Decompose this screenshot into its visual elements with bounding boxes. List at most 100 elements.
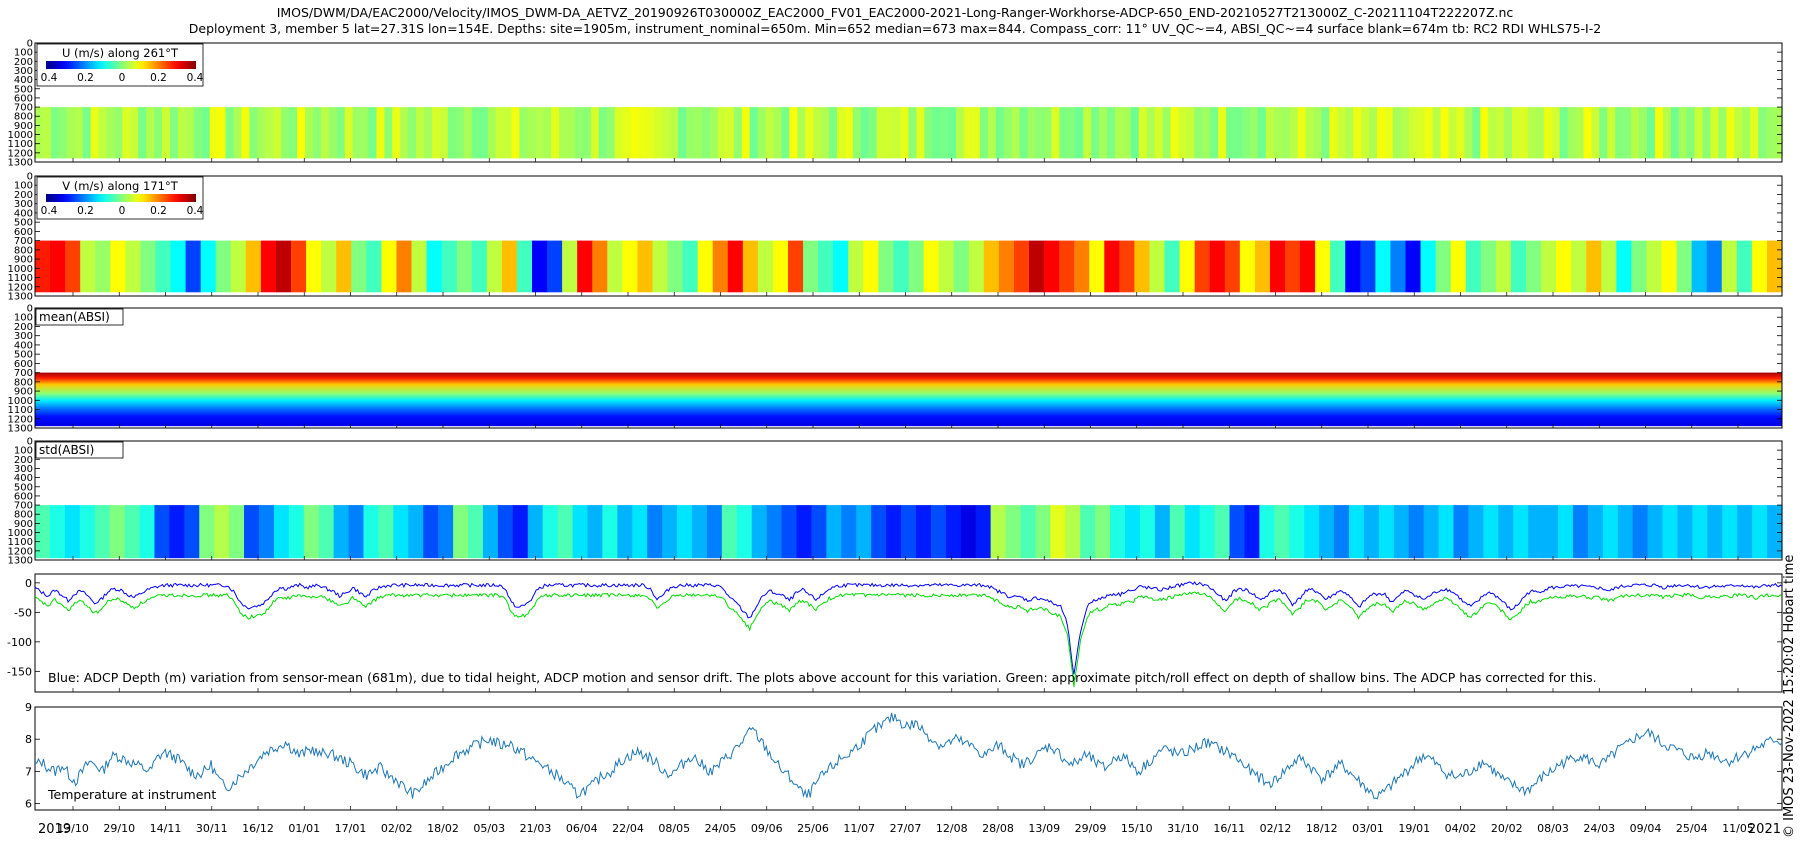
depth_variation-series-line [34,591,1783,688]
u-y-tick-label: 800 [14,112,33,123]
v-y-tick-label: 800 [14,245,33,256]
v-colorbar: V (m/s) along 171°T 0.4 0.2 0 0.2 0.4 [36,176,204,220]
std_absi-y-tick-label: 300 [14,464,33,475]
v-y-tick-label: 600 [14,227,33,238]
x-tick-label: 17/01 [335,822,367,835]
x-tick-label: 05/03 [473,822,505,835]
x-tick-label: 13/09 [1028,822,1060,835]
x-tick-label: 30/11 [196,822,228,835]
x-tick-label: 11/05 [1722,822,1754,835]
depth_variation-y-tick-label: -50 [14,606,32,619]
u-y-tick-label: 1300 [8,158,33,169]
figure-title-line2: Deployment 3, member 5 lat=27.31S lon=15… [188,21,1602,36]
v-colorbar-tick: 0.4 [41,205,58,217]
u-y-tick-label: 600 [14,93,33,104]
u-y-tick-label: 100 [14,48,33,59]
mean_absi-y-tick-label: 600 [14,359,33,370]
std_absi-y-tick-label: 400 [14,473,33,484]
u-colorbar-tick: 0.4 [187,72,204,84]
u-colorbar-tick: 0.4 [41,72,58,84]
mean_absi-axes-box [34,307,1783,429]
std_absi-y-tick-label: 0 [27,437,33,448]
x-tick-label: 25/06 [797,822,829,835]
u-y-tick-label: 700 [14,103,33,114]
mean_absi-y-tick-label: 1000 [8,396,33,407]
v-data-field [35,240,1783,293]
mean_absi-y-tick-label: 1100 [8,405,33,416]
depth_variation-annotation: Blue: ADCP Depth (m) variation from sens… [48,670,1597,685]
x-tick-label: 28/08 [982,822,1014,835]
depth_variation-y-tick-label: -100 [7,636,32,649]
std_absi-y-tick-label: 700 [14,501,33,512]
x-tick-label: 31/10 [1167,822,1199,835]
panel-v: 0100200300400500600700800900100011001200… [8,172,1783,303]
x-tick-label: 08/05 [658,822,690,835]
mean_absi-data-field [35,372,1782,427]
std_absi-y-tick-label: 500 [14,482,33,493]
x-tick-label: 09/06 [751,822,783,835]
std_absi-y-tick-label: 900 [14,519,33,530]
std_absi-y-tick-label: 200 [14,455,33,466]
x-tick-label: 21/03 [520,822,552,835]
v-y-tick-label: 700 [14,236,33,247]
mean_absi-y-tick-label: 1200 [8,414,33,425]
x-tick-label: 18/02 [427,822,459,835]
u-y-tick-label: 1100 [8,139,33,150]
x-tick-label: 24/03 [1583,822,1615,835]
x-tick-label: 24/05 [705,822,737,835]
x-year-start: 2019 [38,822,71,837]
x-tick-label: 13/10 [57,822,89,835]
v-y-tick-label: 0 [27,172,33,183]
std_absi-y-tick-label: 1200 [8,546,33,557]
u-y-tick-label: 300 [14,66,33,77]
x-tick-label: 19/01 [1398,822,1430,835]
x-tick-label: 16/12 [242,822,274,835]
mean_absi-y-tick-label: 200 [14,322,33,333]
x-tick-label: 29/09 [1075,822,1107,835]
u-y-tick-label: 400 [14,75,33,86]
std_absi-y-tick-label: 800 [14,510,33,521]
panel-std_absi: 0100200300400500600700800900100011001200… [8,437,1783,567]
depth_variation-y-tick-label: 0 [25,577,32,590]
mean_absi-label-box: mean(ABSI) [35,308,124,326]
x-tick-label: 02/02 [381,822,413,835]
v-y-tick-label: 900 [14,255,33,266]
v-colorbar-tick: 0 [119,205,126,217]
x-tick-label: 06/04 [566,822,598,835]
copyright-text: © IMOS 23-Nov-2022 15:20:02 Hobart time [1782,555,1797,838]
std_absi-y-tick-label: 1300 [8,556,33,567]
u-colorbar-tick: 0 [119,72,126,84]
mean_absi-y-tick-label: 300 [14,331,33,342]
u-colorbar-tick: 0.2 [77,72,94,84]
v-y-tick-label: 300 [14,199,33,210]
x-tick-label: 09/04 [1630,822,1662,835]
v-y-tick-label: 100 [14,181,33,192]
mean_absi-y-tick-label: 900 [14,387,33,398]
x-tick-label: 15/10 [1121,822,1153,835]
temperature-y-tick-label: 9 [25,701,32,714]
depth_variation-y-tick-label: -150 [7,665,32,678]
depth_variation-series-line [34,581,1783,675]
u-y-tick-label: 900 [14,121,33,132]
u-y-tick-label: 1000 [8,130,33,141]
v-y-tick-label: 1100 [8,273,33,284]
mean_absi-y-tick-label: 1300 [8,424,33,435]
v-y-tick-label: 200 [14,190,33,201]
std_absi-label-box: std(ABSI) [35,441,124,459]
x-tick-label: 22/04 [612,822,644,835]
panel-temperature: 6 7 8 9 Temperature at instrument [25,701,1783,811]
x-tick-label: 16/11 [1213,822,1245,835]
x-tick-label: 12/08 [936,822,968,835]
x-tick-label: 03/01 [1352,822,1384,835]
mean_absi-y-tick-label: 100 [14,313,33,324]
mean_absi-y-tick-label: 0 [27,304,33,315]
figure-title-line1: IMOS/DWM/DA/EAC2000/Velocity/IMOS_DWM-DA… [276,5,1514,20]
std_absi-axes-box [34,440,1783,561]
x-tick-label: 11/07 [843,822,875,835]
x-tick-label: 20/02 [1491,822,1523,835]
x-tick-label: 01/01 [288,822,320,835]
mean_absi-label: mean(ABSI) [39,310,110,324]
std_absi-data-field [35,505,1783,559]
x-tick-label: 27/07 [890,822,922,835]
